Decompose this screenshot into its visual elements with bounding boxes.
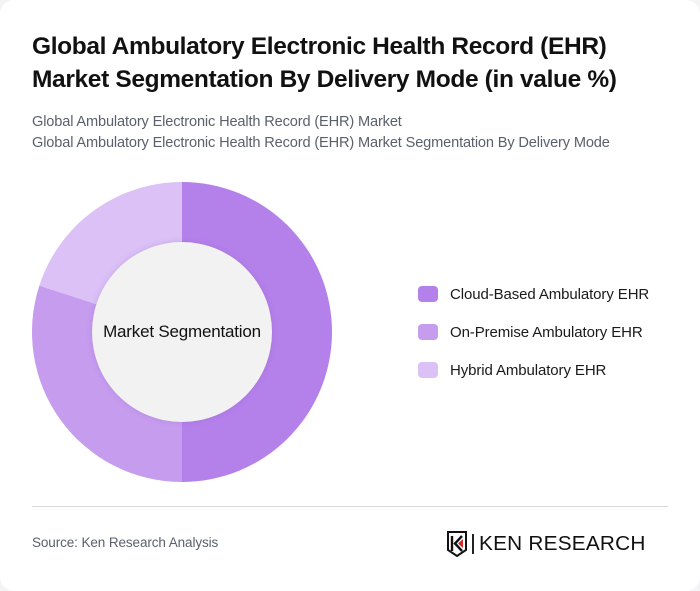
chart-title-line-1: Global Ambulatory Electronic Health Reco…: [32, 33, 607, 60]
chart-subtitle-line-1: Global Ambulatory Electronic Health Reco…: [32, 114, 402, 130]
legend-swatch-icon: [418, 362, 438, 378]
donut-chart: [31, 182, 332, 482]
legend-label: Cloud-Based Ambulatory EHR: [450, 285, 650, 303]
chart-title-line-2: Market Segmentation By Delivery Mode (in…: [32, 66, 617, 93]
chart-title: Global Ambulatory Electronic Health Reco…: [32, 30, 672, 96]
slice-cloud-based[interactable]: [182, 182, 332, 482]
donut-hole: [92, 242, 272, 422]
donut-slices: [31, 182, 332, 482]
footer-divider: [32, 506, 668, 507]
chart-legend: Cloud-Based Ambulatory EHR On-Premise Am…: [418, 284, 649, 398]
chart-subtitle: Global Ambulatory Electronic Health Reco…: [32, 112, 692, 154]
chart-subtitle-line-2: Global Ambulatory Electronic Health Reco…: [32, 135, 610, 151]
source-note: Source: Ken Research Analysis: [32, 535, 219, 550]
slice-hybrid[interactable]: [39, 182, 182, 305]
ken-research-shield-icon: [447, 531, 467, 557]
logo-wordmark: KEN RESEARCH: [478, 533, 646, 555]
legend-item-hybrid[interactable]: Hybrid Ambulatory EHR: [418, 360, 649, 380]
donut-center-label: Market Segmentation: [103, 322, 261, 341]
legend-item-on-premise[interactable]: On-Premise Ambulatory EHR: [418, 322, 649, 342]
ken-research-logo: KEN RESEARCH: [447, 531, 645, 557]
legend-label: On-Premise Ambulatory EHR: [450, 323, 643, 341]
legend-swatch-icon: [418, 324, 438, 340]
logo-separator: [472, 534, 474, 554]
legend-swatch-icon: [418, 286, 438, 302]
chart-area: Market Segmentation Cloud-Based Ambulato…: [0, 170, 700, 490]
legend-label: Hybrid Ambulatory EHR: [450, 361, 607, 379]
legend-item-cloud-based[interactable]: Cloud-Based Ambulatory EHR: [418, 284, 649, 304]
slice-on-premise[interactable]: [31, 285, 182, 482]
